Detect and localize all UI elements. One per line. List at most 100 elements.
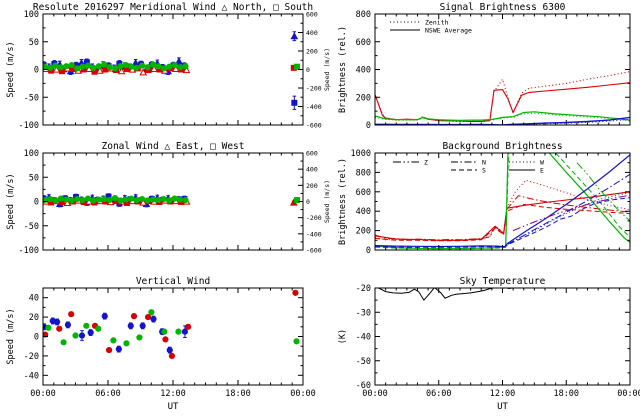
data-point-circle bbox=[122, 61, 129, 69]
series-line-red-zenith bbox=[375, 71, 630, 123]
y-tick-label: -30 bbox=[356, 308, 371, 318]
series-line-blue-N bbox=[507, 173, 630, 245]
series-layer bbox=[43, 193, 301, 208]
data-point-circle bbox=[160, 65, 167, 72]
data-point-circle bbox=[46, 64, 54, 71]
y-tick-label: -100 bbox=[19, 246, 39, 256]
data-point-circle bbox=[185, 323, 192, 330]
data-point-circle bbox=[150, 315, 157, 323]
y-tick-label: 50 bbox=[29, 173, 39, 183]
y-tick-label: 800 bbox=[356, 168, 371, 178]
data-point-circle bbox=[57, 64, 64, 71]
data-point-triangle bbox=[52, 65, 61, 73]
data-point-circle bbox=[105, 346, 113, 354]
data-point-square bbox=[294, 63, 301, 70]
panel-title: Zonal Wind △ East, □ West bbox=[102, 141, 245, 152]
data-point-circle bbox=[144, 197, 151, 204]
y-tick-label: -40 bbox=[24, 371, 39, 381]
y-tick-label: 800 bbox=[356, 10, 371, 20]
data-point-circle bbox=[123, 340, 130, 347]
data-point-circle bbox=[74, 195, 81, 203]
data-point-circle bbox=[56, 325, 63, 332]
data-point-circle bbox=[182, 196, 189, 204]
data-point-circle bbox=[106, 64, 113, 71]
data-point-circle bbox=[149, 196, 157, 203]
data-point-circle bbox=[148, 309, 155, 316]
data-point-circle bbox=[111, 65, 119, 72]
data-point-circle bbox=[127, 322, 134, 329]
data-point-circle bbox=[46, 195, 54, 203]
data-point-triangle bbox=[96, 66, 104, 74]
series-layer bbox=[43, 31, 301, 110]
legend-label: N bbox=[482, 159, 486, 167]
data-point-circle bbox=[87, 329, 94, 336]
data-point-circle bbox=[175, 328, 182, 335]
series-line-green-E bbox=[375, 153, 630, 250]
y-tick-label: 50 bbox=[29, 38, 39, 48]
y-tick-label: -20 bbox=[356, 284, 371, 294]
y-tick-label: -100 bbox=[19, 121, 39, 131]
legend-label: E bbox=[540, 167, 544, 175]
x-tick-label: 18:00 bbox=[553, 389, 579, 399]
y-tick-label: 20 bbox=[29, 313, 39, 323]
series-line-blue-S bbox=[375, 197, 630, 248]
x-tick-label: 18:00 bbox=[225, 389, 251, 399]
data-point-circle bbox=[149, 61, 157, 68]
x-tick-label: 12:00 bbox=[160, 389, 186, 399]
data-point-circle bbox=[181, 328, 189, 335]
y-tick-label: -20 bbox=[24, 352, 39, 362]
data-point-circle bbox=[52, 197, 59, 204]
y-axis-label: Brightness (rel.) bbox=[338, 158, 348, 245]
right-y-tick-label: 200 bbox=[306, 48, 318, 56]
legend-label: Z bbox=[424, 159, 428, 167]
data-point-circle bbox=[168, 352, 176, 359]
data-point-circle bbox=[166, 197, 173, 204]
y-tick-label: -40 bbox=[356, 333, 371, 343]
data-point-circle bbox=[52, 62, 59, 69]
x-tick-label: 00:00 bbox=[617, 389, 640, 399]
data-point-circle bbox=[293, 338, 300, 345]
series-line-red-E bbox=[375, 191, 630, 241]
panel-vertical-wind: 00:00 06:00 12:00 18:00 00:00 UT -40 -20 0 20 40 Sp… bbox=[6, 276, 316, 412]
data-point-circle bbox=[176, 196, 184, 203]
y-tick-label: 40 bbox=[29, 294, 39, 304]
data-point-circle bbox=[133, 64, 140, 71]
data-point-circle bbox=[176, 64, 184, 71]
panel-title: Vertical Wind bbox=[136, 276, 210, 287]
x-tick-label: 06:00 bbox=[95, 389, 121, 399]
data-point-circle bbox=[64, 321, 72, 328]
data-point-circle bbox=[133, 196, 140, 204]
y-tick-label: 100 bbox=[24, 10, 39, 20]
panel-title: Resolute 2016297 Meridional Wind △ North… bbox=[33, 2, 313, 13]
y-tick-label: -50 bbox=[24, 222, 39, 232]
axis-box bbox=[374, 13, 631, 126]
y-tick-label: 0 bbox=[34, 66, 39, 76]
data-point-circle bbox=[139, 322, 146, 329]
panel-title: Sky Temperature bbox=[460, 276, 546, 287]
data-point-triangle bbox=[117, 67, 126, 75]
data-point-circle bbox=[166, 346, 173, 354]
axis-box bbox=[374, 287, 631, 386]
data-point-triangle bbox=[139, 198, 148, 206]
x-tick-label: 00:00 bbox=[290, 389, 316, 399]
y-tick-label: -50 bbox=[24, 93, 39, 103]
y-tick-label: 400 bbox=[356, 66, 371, 76]
data-point-circle bbox=[292, 289, 299, 296]
y-tick-label: 0 bbox=[366, 246, 371, 256]
y-tick-label: 100 bbox=[24, 149, 39, 159]
data-point-circle bbox=[79, 196, 86, 204]
y-axis-label: Speed (m/s) bbox=[6, 173, 16, 229]
data-point-circle bbox=[139, 195, 146, 203]
x-tick-label: 12:00 bbox=[490, 389, 516, 399]
data-point-square bbox=[291, 99, 298, 106]
right-y-tick-label: 400 bbox=[306, 29, 318, 37]
right-y-tick-label: 600 bbox=[306, 150, 318, 158]
y-axis-label: Speed (m/s) bbox=[6, 308, 16, 364]
data-point-circle bbox=[171, 195, 178, 202]
data-point-triangle bbox=[290, 32, 299, 40]
panel-meridional-wind: -100 -50 0 50 100 Speed (m/s) -600 -400 -200 0 200… bbox=[6, 2, 331, 131]
data-point-circle bbox=[115, 346, 122, 353]
data-point-circle bbox=[144, 64, 151, 71]
y-tick-label: -60 bbox=[356, 381, 371, 391]
